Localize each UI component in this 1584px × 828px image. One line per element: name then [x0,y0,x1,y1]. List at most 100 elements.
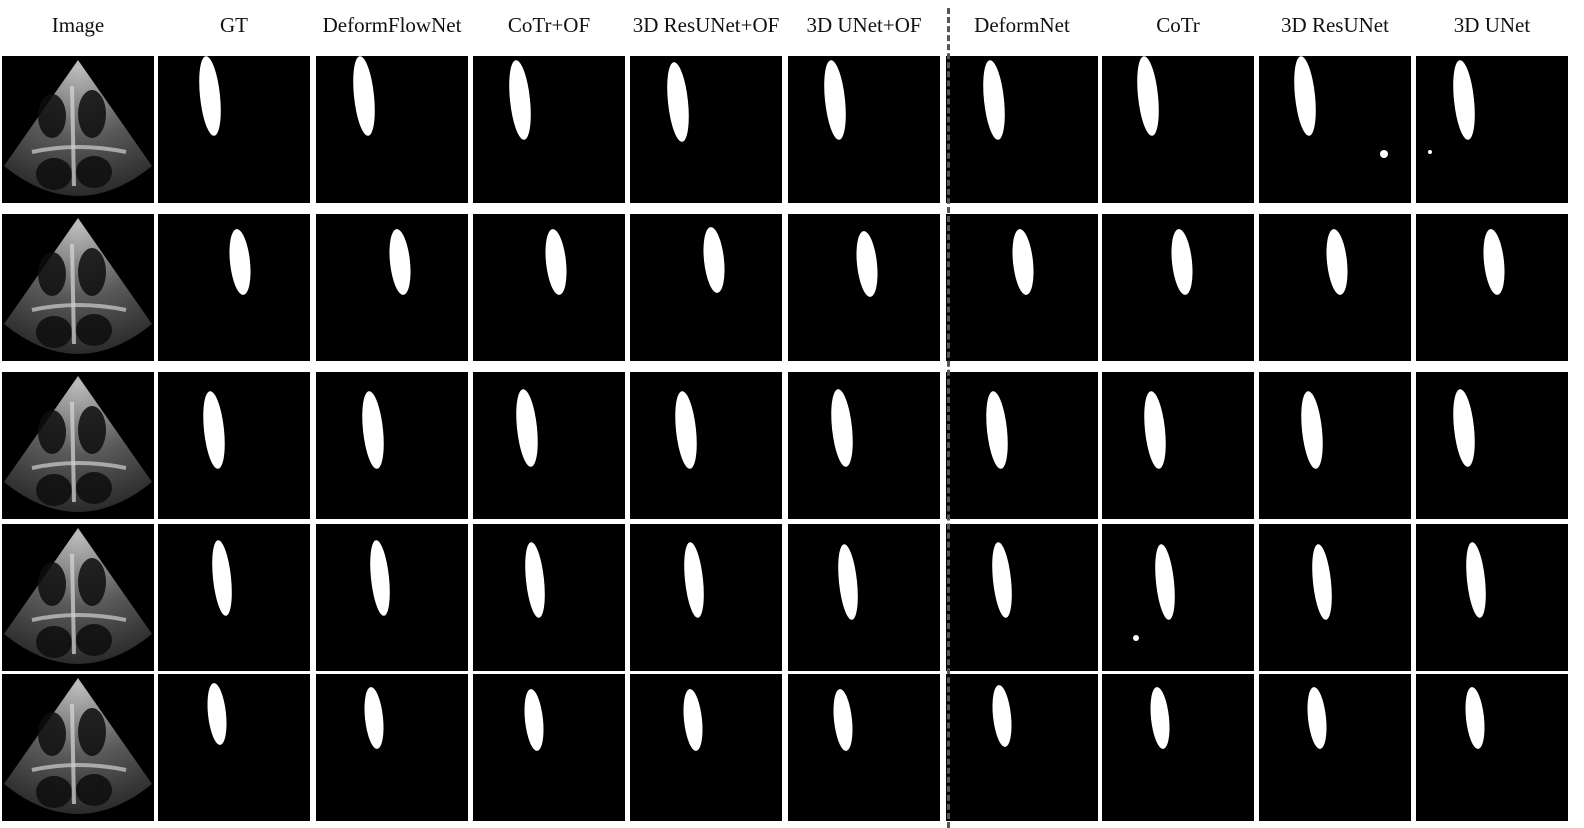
mask-cell [473,214,625,361]
segmentation-mask-blob [1453,389,1475,467]
mask-cell [1416,524,1568,671]
segmentation-mask-blob [353,56,375,136]
segmentation-mask-blob [1301,391,1323,469]
segmentation-mask-blob [1171,229,1193,295]
mask-cell [1102,372,1254,519]
mask-cell [158,214,310,361]
mask-cell [788,524,940,671]
segmentation-mask-blob [229,229,251,295]
mask-cell [316,524,468,671]
segmentation-mask-blob [684,542,704,618]
column-header-2: DeformFlowNet [322,13,462,37]
column-header-0: Image [51,13,105,37]
mask-cell [630,524,782,671]
segmentation-mask-blob [1307,687,1327,749]
mask-cell [158,56,310,203]
mask-cell [946,674,1098,821]
segmentation-mask-blob [833,689,853,751]
segmentation-mask-blob [838,544,858,620]
segmentation-mask-blob [1144,391,1166,469]
segmentation-mask-blob [545,229,567,295]
echo-image-cell [2,674,154,821]
segmentation-mask-blob [203,391,225,469]
column-header-4: 3D ResUNet+OF [632,13,780,37]
segmentation-mask-blob [370,540,390,616]
mask-cell [473,372,625,519]
segmentation-mask-blob [1150,687,1170,749]
mask-cell [158,674,310,821]
mask-cell [1416,56,1568,203]
segmentation-mask-blob [509,60,531,140]
segmentation-mask-blob [992,685,1012,747]
mask-cell [473,674,625,821]
mask-cell [946,56,1098,203]
mask-cell [630,372,782,519]
mask-cell [1102,56,1254,203]
segmentation-mask-blob [1326,229,1348,295]
mask-cell [1259,214,1411,361]
ultrasound-sector [4,376,152,512]
mask-cell [473,56,625,203]
mask-cell [946,524,1098,671]
segmentation-mask-blob [1312,544,1332,620]
column-header-7: CoTr [1156,13,1200,37]
column-header-9: 3D UNet [1453,13,1531,37]
mask-cell [946,214,1098,361]
ultrasound-sector [4,60,152,196]
segmentation-mask-blob [856,231,878,297]
mask-cell [1259,56,1411,203]
mask-cell [1102,214,1254,361]
column-header-6: DeformNet [974,13,1070,37]
echo-image-cell [2,56,154,203]
mask-cell [630,214,782,361]
segmentation-mask-blob [524,689,544,751]
segmentation-mask-blob [1155,544,1175,620]
segmentation-mask-blob [683,689,703,751]
ultrasound-sector [4,528,152,664]
echo-image-cell [2,524,154,671]
echo-image-cell [2,214,154,361]
mask-cell [788,56,940,203]
column-header-5: 3D UNet+OF [806,13,922,37]
mask-cell [158,524,310,671]
mask-cell [788,372,940,519]
segmentation-mask-blob [703,227,725,293]
mask-cell [1102,524,1254,671]
segmentation-mask-blob [364,687,384,749]
false-positive-fragment [1380,150,1388,158]
segmentation-mask-blob [516,389,538,467]
mask-cell [1416,214,1568,361]
mask-cell [316,56,468,203]
segmentation-mask-blob [992,542,1012,618]
segmentation-mask-blob [983,60,1005,140]
column-group-divider [947,8,950,828]
mask-cell [316,372,468,519]
mask-cell [788,214,940,361]
mask-cell [1259,524,1411,671]
mask-cell [1259,372,1411,519]
column-header-1: GT [220,13,248,37]
mask-cell [630,674,782,821]
segmentation-mask-blob [525,542,545,618]
mask-cell [788,674,940,821]
segmentation-mask-blob [824,60,846,140]
segmentation-mask-blob [831,389,853,467]
mask-cell [158,372,310,519]
segmentation-mask-blob [675,391,697,469]
mask-cell [630,56,782,203]
mask-cell [316,674,468,821]
column-header-8: 3D ResUNet [1281,13,1389,37]
false-positive-fragment [1428,150,1432,154]
mask-cell [946,372,1098,519]
segmentation-mask-blob [199,56,221,136]
segmentation-mask-blob [389,229,411,295]
segmentation-mask-blob [1465,687,1485,749]
mask-cell [1416,372,1568,519]
mask-cell [473,524,625,671]
mask-cell [316,214,468,361]
mask-cell [1102,674,1254,821]
echo-image-cell [2,372,154,519]
column-header-3: CoTr+OF [507,13,591,37]
segmentation-mask-blob [207,683,227,745]
segmentation-mask-blob [986,391,1008,469]
